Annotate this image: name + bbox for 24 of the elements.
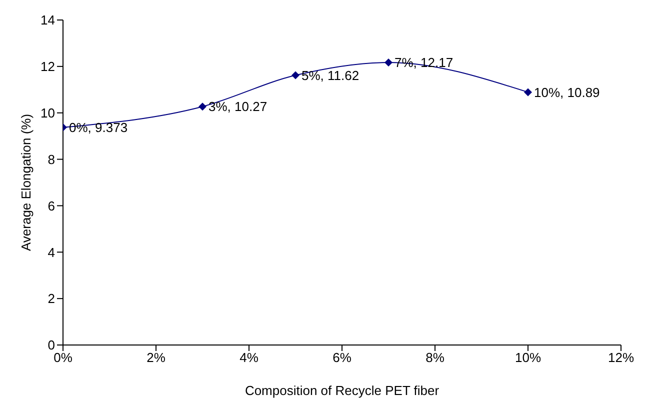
y-tick-label: 4 [48,244,55,260]
y-tick-label: 14 [40,12,55,28]
x-tick-label: 8% [426,350,445,366]
x-tick-label: 12% [608,350,634,366]
y-tick-label: 8 [48,152,55,167]
x-tick-label: 2% [146,350,166,366]
point [292,71,300,80]
y-tick-label: 12 [40,59,55,74]
y-tick-label: 6 [48,198,55,214]
data-label: 5%, 11.62 [302,68,360,83]
point [384,58,392,66]
y-tick-label: 10 [40,105,55,120]
x-tick-label: 6% [332,350,352,366]
x-tick-label: 0% [54,350,73,366]
x-tick-label: 10% [514,350,542,366]
point [524,88,532,96]
point [198,102,206,111]
y-tick-label: 0 [48,338,55,353]
y-tick-label: 2 [48,291,55,306]
x-tick-label: 4% [240,350,259,366]
data-label: 10%, 10.89 [534,84,600,100]
data-label: 3%, 10.27 [208,99,268,114]
y-axis-title: Average Elongation (%) [18,114,34,252]
x-axis-title: Composition of Recycle PET fiber [244,383,440,398]
